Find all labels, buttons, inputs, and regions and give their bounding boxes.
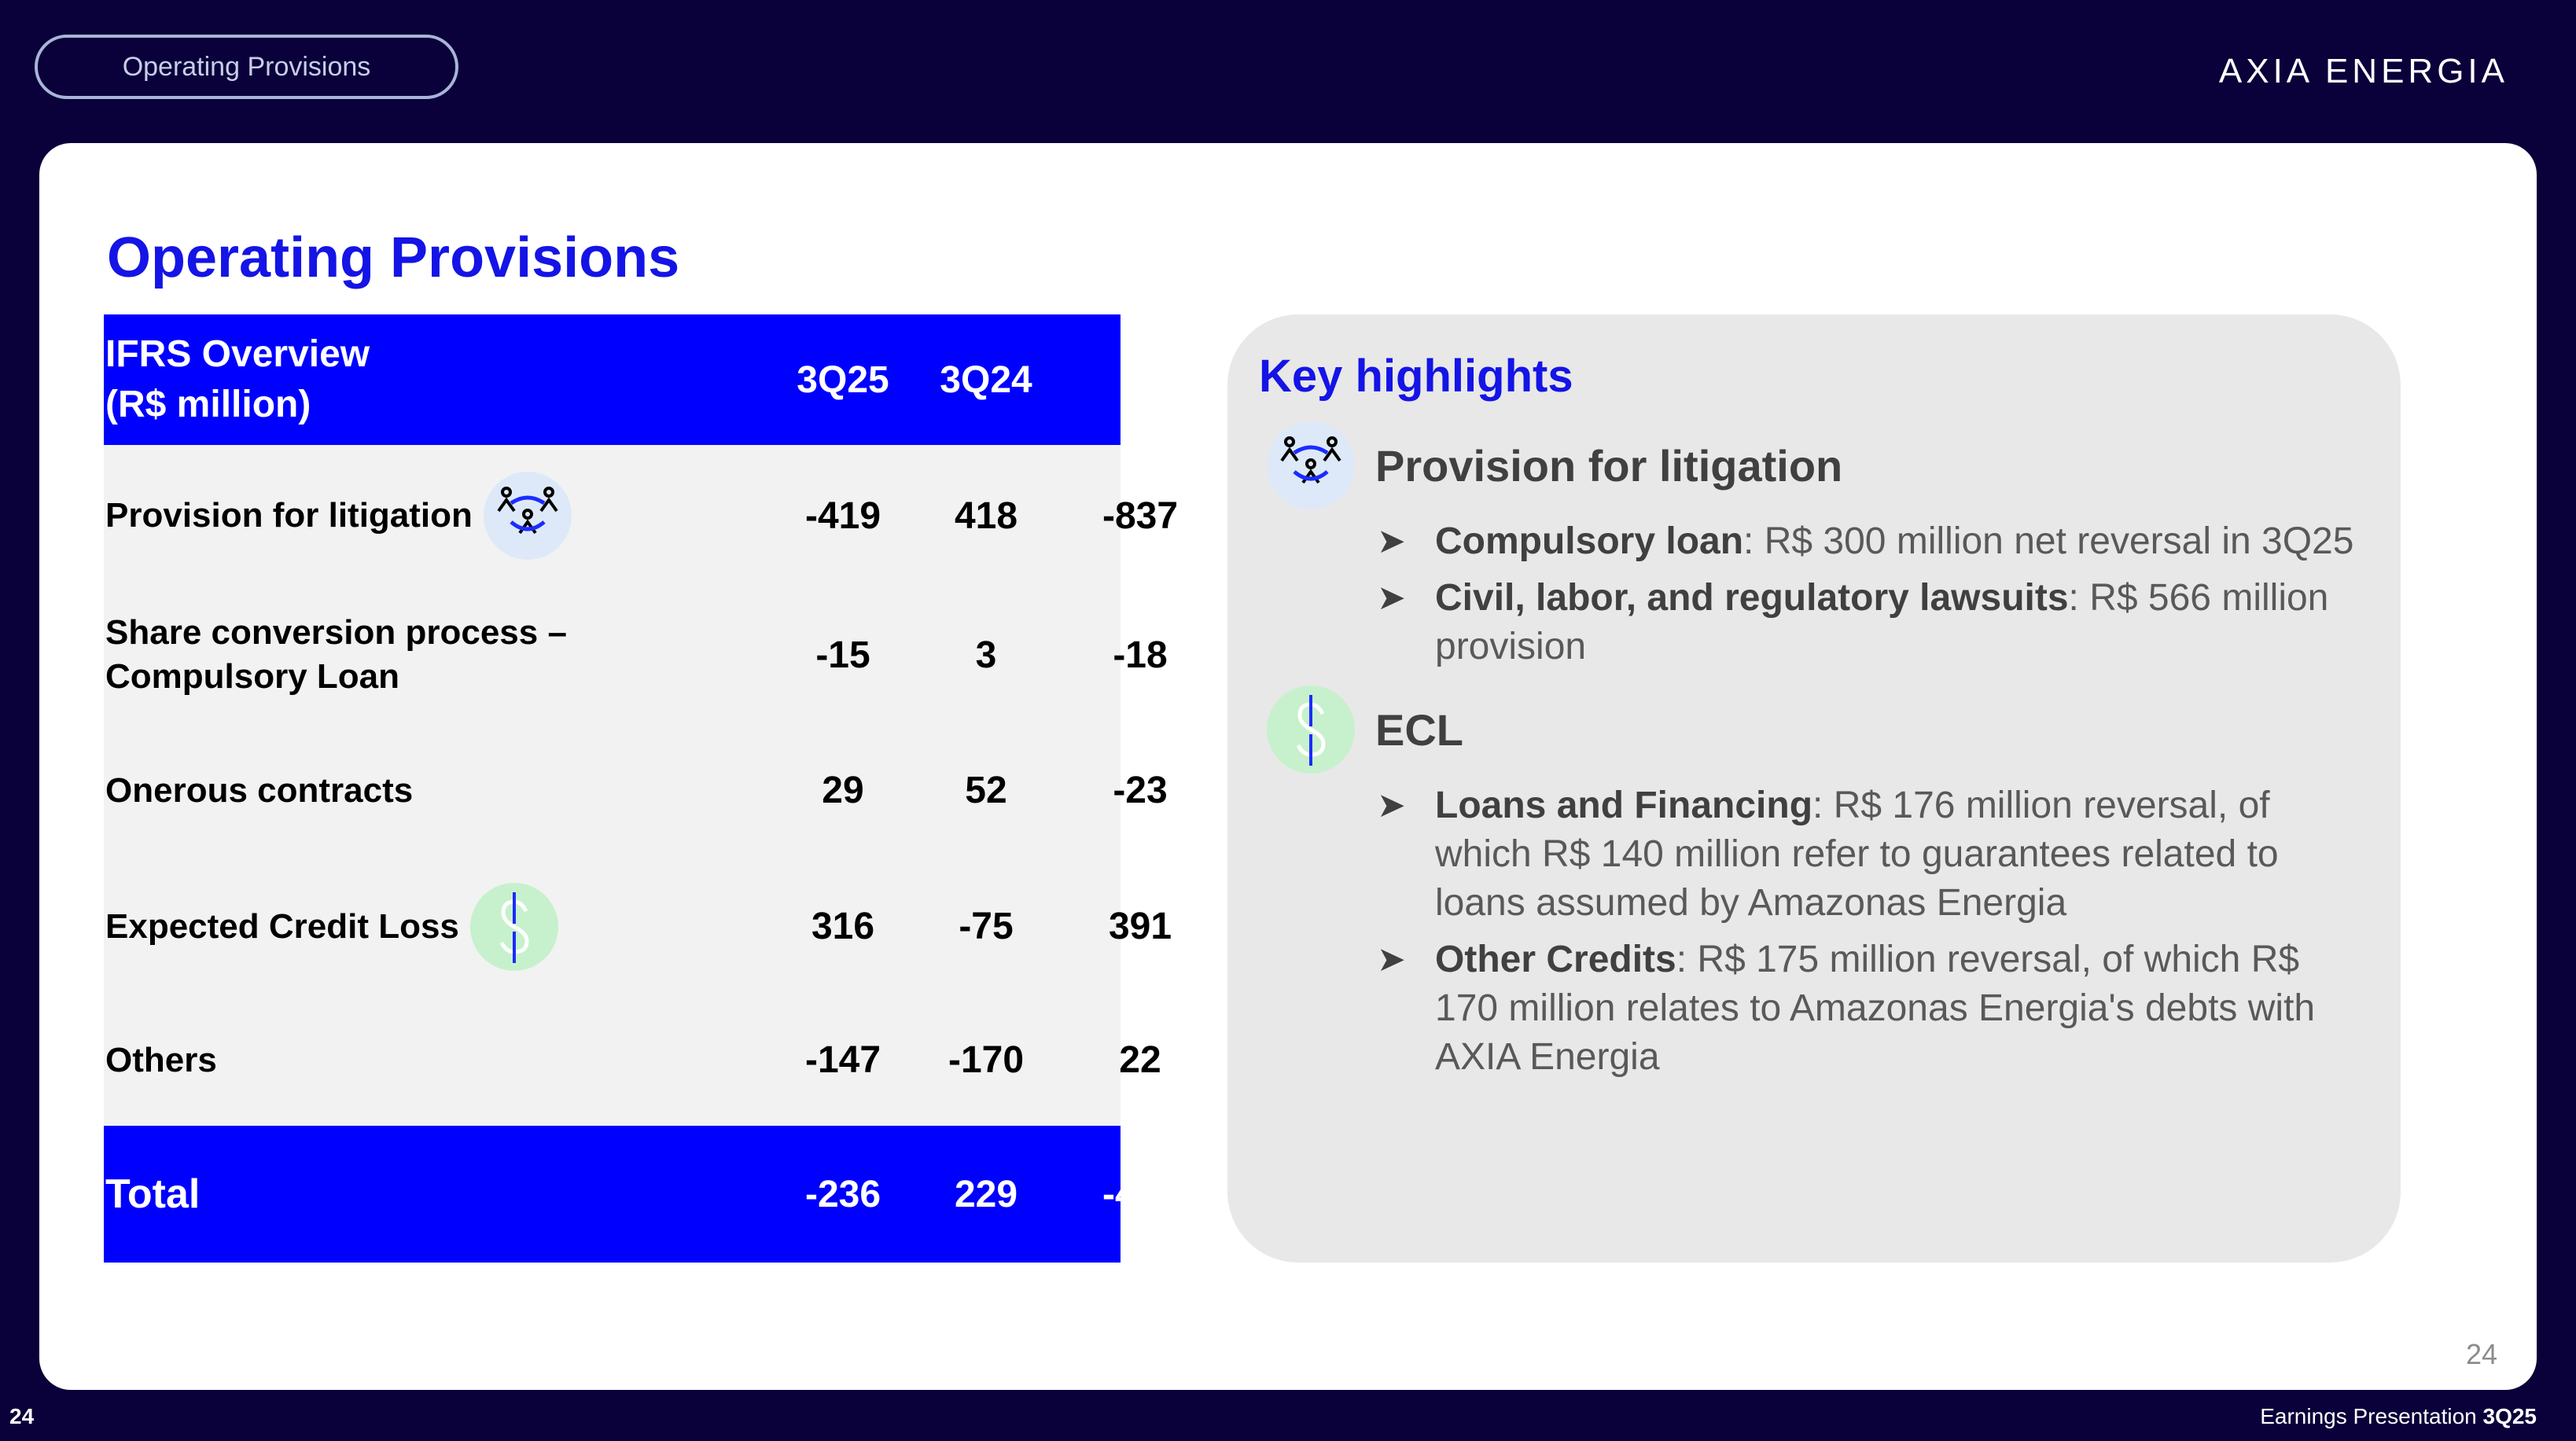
value-3q24: -75	[959, 906, 1014, 947]
key-highlights-panel: Key highlights Provision for litigation ➤…	[1227, 314, 2401, 1263]
value-delta: 391	[1108, 906, 1172, 947]
arrow-bullet-icon: ➤	[1377, 522, 1406, 561]
table-row: Expected Credit Loss 316 -75 391	[104, 858, 1172, 994]
highlight-item-bold: Other Credits	[1435, 939, 1676, 980]
total-delta: -465	[1102, 1173, 1179, 1215]
highlight-item-text: : R$ 566 million provision	[1435, 577, 2329, 667]
highlight-item-body: Compulsory loan: R$ 300 million net reve…	[1435, 517, 2363, 566]
col-3q25: 3Q25	[797, 358, 889, 401]
table-row: Share conversion process – Compulsory Lo…	[104, 586, 1168, 723]
highlight-section-header: ECL	[1267, 686, 2369, 774]
value-3q25: -15	[815, 634, 870, 676]
page-title: Operating Provisions	[107, 226, 680, 289]
arrow-bullet-icon: ➤	[1377, 579, 1406, 617]
value-delta: 22	[1119, 1039, 1161, 1081]
footer-page-number: 24	[9, 1404, 35, 1428]
value-3q24: -170	[948, 1039, 1025, 1081]
value-3q24: 418	[954, 494, 1018, 537]
people-network-icon	[483, 472, 572, 560]
col-delta: Δ	[1123, 353, 1157, 406]
footer-period: 3Q25	[2482, 1404, 2537, 1428]
header-label: IFRS Overview (R$ million)	[105, 333, 370, 425]
value-3q24: 3	[975, 634, 997, 676]
row-label: Expected Credit Loss	[105, 906, 459, 946]
row-label-cell: Onerous contracts	[105, 769, 413, 813]
value-delta: -23	[1113, 770, 1168, 811]
highlight-item-body: Other Credits: R$ 175 million reversal, …	[1435, 936, 2363, 1082]
value-delta: -837	[1102, 494, 1179, 537]
highlight-item-bold: Compulsory loan	[1435, 520, 1744, 562]
highlight-item-bold: Loans and Financing	[1435, 785, 1813, 826]
arrow-bullet-icon: ➤	[1377, 786, 1406, 825]
table-row: Others -147 -170 22	[104, 994, 1161, 1126]
axia-energia-logo: AXIA ENERGIA	[2218, 52, 2508, 90]
highlight-item-body: Loans and Financing: R$ 176 million reve…	[1435, 781, 2363, 928]
value-3q25: 316	[811, 906, 875, 947]
people-network-icon	[1267, 421, 1355, 509]
value-3q24: 52	[965, 770, 1007, 811]
highlight-section-header: Provision for litigation	[1267, 421, 2369, 509]
row-label: Others	[105, 1040, 217, 1079]
highlight-item-bold: Civil, labor, and regulatory lawsuits	[1435, 577, 2069, 619]
highlight-item-body: Civil, labor, and regulatory lawsuits: R…	[1435, 574, 2363, 671]
value-3q25: 29	[822, 770, 864, 811]
page-number: 24	[2465, 1338, 2497, 1370]
row-label-cell: Expected Credit Loss	[105, 882, 558, 971]
table-row: Onerous contracts 29 52 -23	[104, 722, 1168, 858]
table-row: Provision for litigation -419 418 -837	[104, 445, 1178, 586]
value-3q25: -419	[804, 494, 881, 537]
highlight-item-text: : R$ 300 million net reversal in 3Q25	[1743, 520, 2354, 562]
total-3q24: 229	[954, 1173, 1018, 1215]
highlight-heading: Provision for litigation	[1375, 440, 1843, 491]
row-label-cell: Provision for litigation	[105, 472, 572, 560]
total-row: Total -236 229 -465	[104, 1126, 1178, 1263]
table-header: IFRS Overview (R$ million) 3Q25 3Q24 Δ	[104, 314, 1157, 445]
highlight-item: ➤ Other Credits: R$ 175 million reversal…	[1377, 936, 2369, 1082]
highlight-item-text: : R$ 175 million reversal, of which R$ 1…	[1435, 939, 2316, 1078]
highlight-heading: ECL	[1375, 704, 1463, 755]
row-label: Provision for litigation	[105, 496, 473, 535]
col-3q24: 3Q24	[940, 358, 1032, 401]
value-3q25: -147	[804, 1039, 881, 1081]
highlight-item: ➤ Loans and Financing: R$ 176 million re…	[1377, 781, 2369, 928]
row-label-cell: Others	[105, 1038, 217, 1083]
row-label: Share conversion process – Compulsory Lo…	[105, 613, 567, 696]
highlights-title: Key highlights	[1259, 351, 1573, 402]
total-3q25: -236	[804, 1173, 881, 1215]
arrow-bullet-icon: ➤	[1377, 940, 1406, 979]
footer-title: Earnings Presentation	[2260, 1404, 2483, 1428]
value-delta: -18	[1113, 634, 1168, 676]
dollar-icon	[469, 882, 558, 971]
row-label-cell: Share conversion process – Compulsory Lo…	[105, 611, 577, 699]
dollar-icon	[1267, 686, 1355, 774]
highlight-item: ➤ Compulsory loan: R$ 300 million net re…	[1377, 517, 2369, 566]
total-label: Total	[105, 1171, 201, 1217]
highlight-item-text: : R$ 176 million reversal, of which R$ 1…	[1435, 785, 2279, 924]
footer-presentation: Earnings Presentation 3Q25	[2260, 1404, 2537, 1429]
highlight-item: ➤ Civil, labor, and regulatory lawsuits:…	[1377, 574, 2369, 671]
provisions-table: IFRS Overview (R$ million) 3Q25 3Q24 Δ P…	[104, 314, 1178, 1263]
section-pill: Operating Provisions	[35, 35, 458, 99]
row-label: Onerous contracts	[105, 770, 414, 810]
